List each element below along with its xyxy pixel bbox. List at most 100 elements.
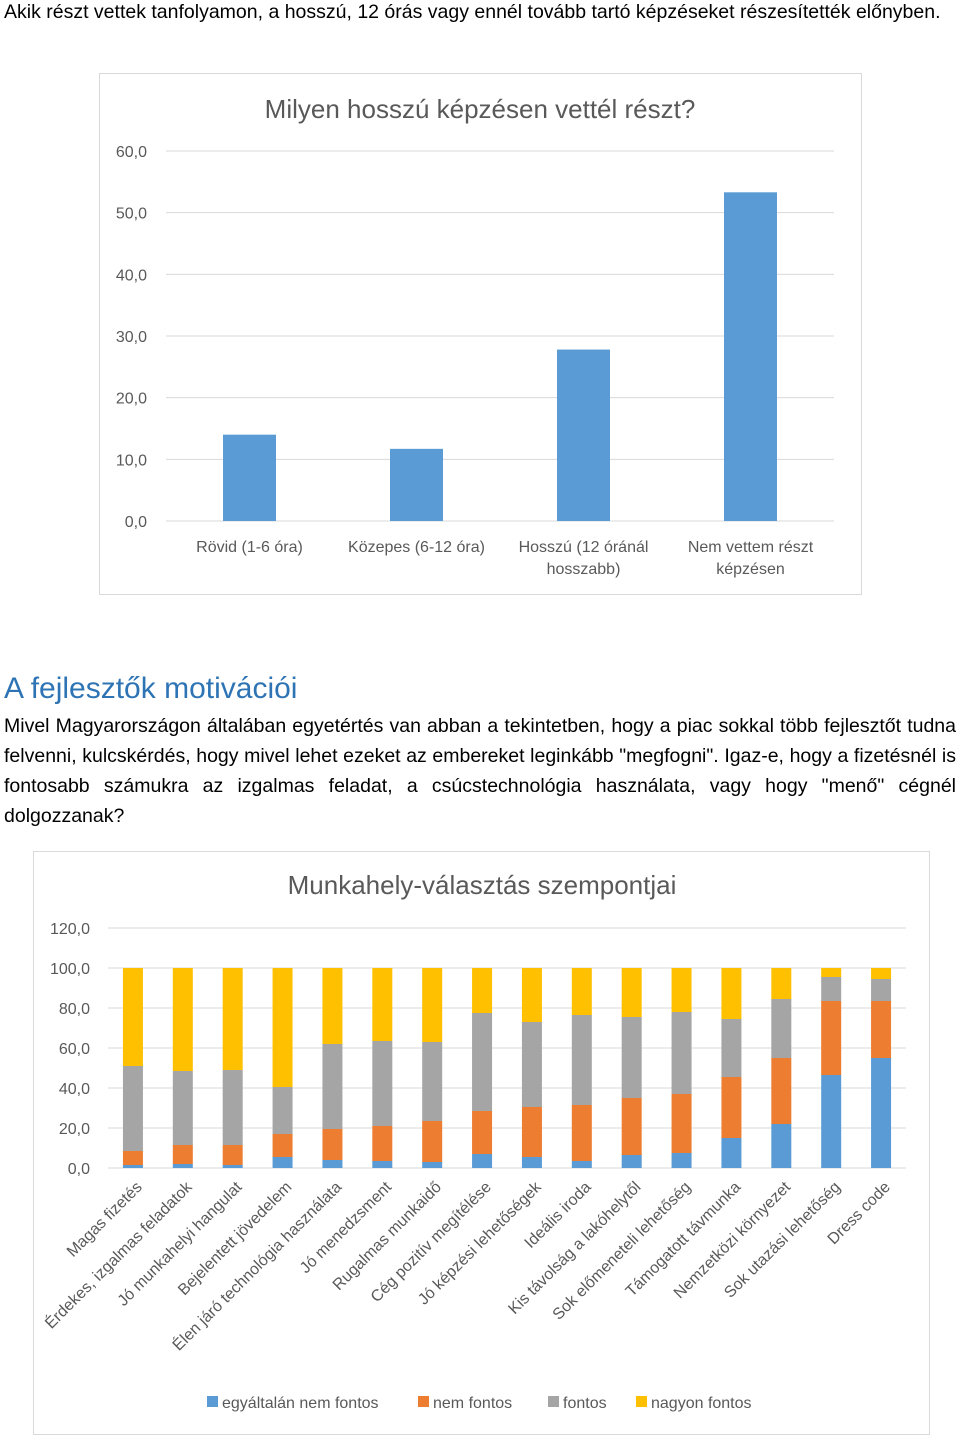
bar-segment	[721, 1138, 742, 1168]
y-tick-label: 60,0	[59, 1041, 90, 1058]
y-tick-label: 60,0	[116, 144, 147, 161]
y-tick-label: 20,0	[116, 391, 147, 408]
bar-segment	[621, 1017, 642, 1098]
bar-segment	[472, 1111, 493, 1154]
bar-segment	[222, 1165, 243, 1168]
chart-workplace-criteria: Munkahely-választás szempontjai 0,0 20,0 40…	[33, 851, 930, 1435]
bar-segment	[422, 1162, 443, 1168]
bar-segment	[771, 999, 792, 1058]
bar-segment	[521, 968, 542, 1022]
bar-segment	[771, 968, 792, 999]
bar-segment	[821, 1075, 842, 1168]
bar-segment	[372, 1041, 393, 1126]
bar-segment	[521, 1022, 542, 1107]
legend-label: egyáltalán nem fontos	[222, 1395, 379, 1412]
bar-segment	[472, 1154, 493, 1168]
bar-segment	[322, 1160, 343, 1168]
bar-segment	[372, 1126, 393, 1161]
bar-segment	[222, 1145, 243, 1165]
bar-segment	[322, 1044, 343, 1129]
x-category-label-line: Nem vettem részt	[688, 539, 814, 556]
y-tick-label: 20,0	[59, 1121, 90, 1138]
bar-segment	[721, 968, 742, 1019]
bar-segment	[372, 968, 393, 1041]
bar-segment	[122, 1151, 143, 1165]
y-tick-label: 40,0	[59, 1081, 90, 1098]
bar-segment	[422, 1042, 443, 1121]
bar-segment	[472, 968, 493, 1013]
bar-segment	[771, 1058, 792, 1124]
bar-segment	[122, 968, 143, 1066]
x-category-label: Jó menedzsment	[297, 1178, 396, 1277]
y-tick-label: 80,0	[59, 1001, 90, 1018]
bar-segment	[172, 1071, 193, 1145]
bar-segment	[222, 1070, 243, 1145]
bar-segment	[721, 1019, 742, 1077]
bar-segment	[272, 1157, 293, 1168]
bar-segment	[122, 1165, 143, 1168]
bar	[390, 448, 443, 521]
bar-segment	[821, 968, 842, 977]
intro-paragraph: Akik részt vettek tanfolyamon, a hosszú,…	[4, 1, 941, 23]
y-tick-label: 10,0	[116, 452, 147, 469]
x-category-label: Nem vettem részt képzésen	[688, 539, 814, 578]
bar-segment	[521, 1107, 542, 1157]
legend-swatch	[636, 1396, 647, 1407]
bar-segment	[222, 968, 243, 1070]
y-tick-label: 0,0	[125, 514, 147, 531]
bar	[223, 434, 276, 521]
bar-segment	[821, 1001, 842, 1075]
bar-segment	[621, 1155, 642, 1168]
bar-segment	[571, 1161, 592, 1168]
y-tick-label: 120,0	[50, 921, 90, 938]
chart-title: Munkahely-választás szempontjai	[288, 870, 677, 900]
bar-segment	[571, 1105, 592, 1161]
bar-segment	[272, 1134, 293, 1157]
y-tick-label: 0,0	[68, 1161, 90, 1178]
x-category-label-line: képzésen	[716, 561, 785, 578]
legend-swatch	[548, 1396, 559, 1407]
legend-label: fontos	[563, 1395, 607, 1412]
chart-title: Milyen hosszú képzésen vettél részt?	[265, 94, 696, 124]
y-tick-label: 100,0	[50, 961, 90, 978]
legend-swatch	[418, 1396, 429, 1407]
bar-segment	[172, 1145, 193, 1164]
bar-segment	[621, 1098, 642, 1155]
bar-segment	[671, 968, 692, 1012]
bar-segment	[172, 1164, 193, 1168]
body-paragraph: Mivel Magyarországon általában egyetérté…	[4, 715, 956, 827]
bar-segment	[322, 968, 343, 1044]
bar-segment	[521, 1157, 542, 1168]
bar-segment	[422, 1121, 443, 1162]
bar	[724, 192, 777, 522]
bar-segment	[122, 1066, 143, 1151]
bar-segment	[621, 968, 642, 1017]
bar-segment	[272, 968, 293, 1087]
legend-label: nagyon fontos	[651, 1395, 752, 1412]
bar-segment	[571, 968, 592, 1015]
bar-segment	[322, 1129, 343, 1160]
x-category-label: Közepes (6-12 óra)	[348, 539, 485, 556]
x-category-label: Hosszú (12 óránál hosszabb)	[519, 539, 649, 578]
y-tick-label: 50,0	[116, 206, 147, 223]
bar-segment	[472, 1013, 493, 1111]
section-heading: A fejlesztők motivációi	[4, 672, 298, 705]
bar-segment	[871, 1001, 892, 1058]
bar-segment	[422, 968, 443, 1042]
bar-segment	[821, 977, 842, 1001]
chart-training-length: Milyen hosszú képzésen vettél részt? 0,0 1…	[99, 73, 862, 595]
bar-segment	[771, 1124, 792, 1168]
y-tick-label: 30,0	[116, 329, 147, 346]
bar-segment	[671, 1153, 692, 1168]
x-category-label: Rövid (1-6 óra)	[196, 539, 303, 556]
legend-label: nem fontos	[433, 1395, 512, 1412]
bar-segment	[671, 1094, 692, 1153]
legend-swatch	[207, 1396, 218, 1407]
bar-segment	[671, 1012, 692, 1094]
bar-segment	[372, 1161, 393, 1168]
x-category-label-line: Hosszú (12 óránál	[519, 539, 649, 556]
bar-segment	[571, 1015, 592, 1105]
bar	[557, 349, 610, 521]
bar-segment	[871, 979, 892, 1001]
bar-segment	[871, 1058, 892, 1168]
